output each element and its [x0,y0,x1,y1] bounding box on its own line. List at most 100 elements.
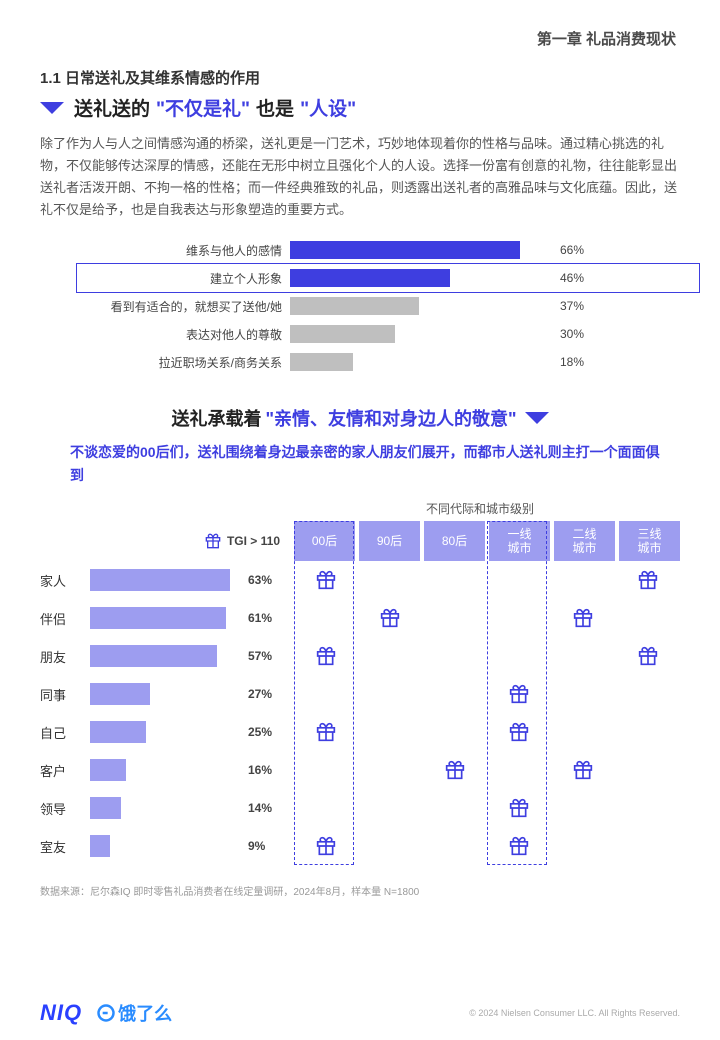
chart2-value: 25% [240,725,272,739]
chart2-row: 朋友 57% [40,637,280,675]
chart2-label: 室友 [40,837,90,856]
chart1-row: 拉近职场关系/商务关系 18% [80,349,640,375]
chart2-bar [90,797,121,819]
chart2-row: 同事 27% [40,675,280,713]
table-cell [616,789,680,827]
chart1-label: 维系与他人的感情 [80,242,290,259]
table-cell [551,561,615,599]
chart1-row: 看到有适合的，就想买了送他/她37% [80,293,640,319]
table-header: 三线城市 [619,521,680,561]
chart2-row: 客户16% [40,751,280,789]
table-cell [358,561,422,599]
table-cell [294,675,358,713]
table-header: 00后 [294,521,359,561]
chart2-label: 同事 [40,685,90,704]
chart1-value: 30% [550,327,584,341]
table-cell [551,713,615,751]
table-cell [294,827,358,865]
gift-icon [205,533,221,549]
chart1-value: 66% [550,243,584,257]
chart1-bar [290,241,520,259]
chart2-row: 领导14% [40,789,280,827]
chapter-tag: 第一章 礼品消费现状 [40,28,680,49]
footer: NIQ 饿了么 © 2024 Nielsen Consumer LLC. All… [40,1000,680,1026]
gift-icon [316,646,336,666]
chart1-value: 37% [550,299,584,313]
table-cell [358,751,422,789]
table-cell [616,827,680,865]
table-cell [294,751,358,789]
section-number: 1.1 日常送礼及其维系情感的作用 [40,67,680,88]
table-row [294,713,680,751]
table-cell [551,751,615,789]
headline1-p3: 也是 [256,94,294,121]
chart1-bar [290,353,353,371]
table-header: 二线城市 [554,521,619,561]
legend-text: TGI > 110 [227,534,280,548]
triangle-down-icon [40,102,64,114]
gift-icon [573,760,593,780]
table-cell [358,713,422,751]
chart1-label: 拉近职场关系/商务关系 [80,354,290,371]
gift-icon [573,608,593,628]
table-cell [551,675,615,713]
table-cell [423,599,487,637]
table-header: 90后 [359,521,424,561]
chart2-value: 61% [240,611,272,625]
gift-icon [445,760,465,780]
gift-icon [380,608,400,628]
chart2-bar [90,721,146,743]
gift-icon [509,684,529,704]
table-row [294,751,680,789]
table-row [294,637,680,675]
table-cell [487,827,551,865]
chart2-row: 家人63% [40,561,280,599]
headline1-p2: "不仅是礼" [156,94,250,121]
table-cell [616,713,680,751]
chart1-bar [290,325,395,343]
chart2-bar [90,683,150,705]
table-row [294,789,680,827]
table-cell [616,637,680,675]
table-row [294,827,680,865]
chart2-label: 朋友 [40,647,90,666]
chart2-label: 领导 [40,799,90,818]
table-cell [358,827,422,865]
chart2-value: 57% [240,649,272,663]
table-cell [294,599,358,637]
chart2-value: 27% [240,687,272,701]
table-cell [294,713,358,751]
table-cell [358,599,422,637]
chart1-row: 表达对他人的尊敬30% [80,321,640,347]
chart2-bar [90,569,230,591]
headline2-p1: 送礼承载着 [171,405,261,431]
gift-icon [638,570,658,590]
chart2-label: 客户 [40,761,90,780]
chart1-bar [290,269,450,287]
chart2-label: 自己 [40,723,90,742]
table-cell [358,789,422,827]
table-cell [423,713,487,751]
gift-icon [316,722,336,742]
gift-icon [509,798,529,818]
chart1-label: 建立个人形象 [80,270,290,287]
table-header: 一线城市 [489,521,554,561]
chart2-value: 63% [240,573,272,587]
headline-1: 送礼送的 "不仅是礼" 也是 "人设" [40,94,680,121]
table-cell [423,637,487,675]
chart2-bar [90,759,126,781]
table-cell [487,751,551,789]
table-cell [423,561,487,599]
table-cell [487,789,551,827]
triangle-down-icon [525,412,549,424]
chart2-bar [90,835,110,857]
table-cell [487,599,551,637]
chart2-bar [90,645,217,667]
copyright: © 2024 Nielsen Consumer LLC. All Rights … [469,1008,680,1018]
logo-niq: NIQ [40,1000,82,1026]
table-cell [423,789,487,827]
body-paragraph: 除了作为人与人之间情感沟通的桥梁，送礼更是一门艺术，巧妙地体现着你的性格与品味。… [40,133,680,221]
table-cell [551,637,615,675]
chart1-row: 建立个人形象46% [80,265,640,291]
chart1-value: 18% [550,355,584,369]
